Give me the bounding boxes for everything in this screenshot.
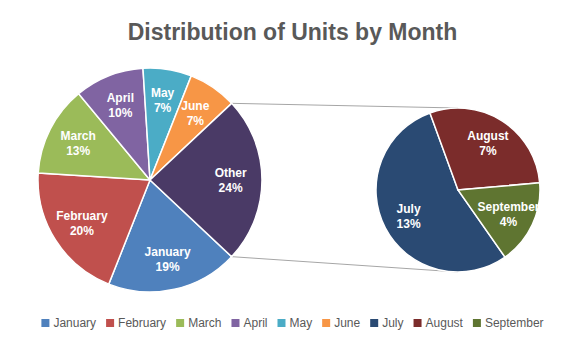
legend-swatch [414, 319, 422, 327]
data-label-value: 19% [156, 260, 180, 274]
legend-swatch [322, 319, 330, 327]
title: Distribution of Units by Month [128, 19, 458, 45]
data-label-value: 24% [219, 181, 243, 195]
pie-slice [430, 108, 540, 190]
legend-swatch [106, 319, 114, 327]
data-label-name: September [478, 200, 540, 214]
data-label: February20% [56, 209, 108, 238]
data-label-name: Other [215, 166, 247, 180]
legend-label: September [485, 316, 544, 330]
legend-label: April [243, 316, 267, 330]
legend-item: August [414, 316, 464, 330]
connector-line [232, 103, 458, 108]
legend-item: May [277, 316, 312, 330]
data-label-value: 7% [154, 101, 172, 115]
legend-swatch [473, 319, 481, 327]
legend-label: July [382, 316, 403, 330]
data-label: Other24% [215, 166, 247, 195]
data-label-name: June [181, 99, 209, 113]
data-label-value: 13% [397, 217, 421, 231]
data-label: June7% [181, 99, 209, 128]
legend-swatch [41, 319, 49, 327]
pie-slice [458, 183, 540, 257]
data-label-name: January [145, 245, 191, 259]
data-label-value: 7% [187, 114, 205, 128]
data-label-value: 20% [70, 224, 94, 238]
legend-item: January [41, 316, 96, 330]
data-label: April10% [107, 91, 134, 120]
legend-swatch [277, 319, 285, 327]
data-label: January19% [145, 245, 191, 274]
legend-item: February [106, 316, 166, 330]
legend-label: January [53, 316, 96, 330]
data-label-name: April [107, 91, 134, 105]
legend-label: March [188, 316, 221, 330]
data-label-value: 7% [479, 144, 497, 158]
data-label-value: 13% [66, 144, 90, 158]
legend-item: July [370, 316, 403, 330]
legend: January February March April May June July Augu… [41, 316, 543, 330]
data-label-value: 4% [500, 215, 518, 229]
legend-label: June [334, 316, 360, 330]
data-label-name: May [151, 86, 175, 100]
secondary-pie: July13% August7% September4% [376, 108, 540, 272]
data-label: March13% [60, 129, 95, 158]
data-label-name: August [467, 129, 508, 143]
legend-swatch [231, 319, 239, 327]
data-label: September4% [478, 200, 540, 229]
legend-swatch [370, 319, 378, 327]
legend-label: May [289, 316, 312, 330]
legend-item: April [231, 316, 267, 330]
main-pie: January19% February20% March13% April10% May… [38, 68, 262, 292]
data-label-value: 10% [108, 106, 132, 120]
legend-item: June [322, 316, 360, 330]
data-label: August7% [467, 129, 508, 158]
data-label-name: February [56, 209, 108, 223]
legend-swatch [176, 319, 184, 327]
chart: Distribution of Units by MonthJanuary19%… [0, 0, 585, 353]
background [0, 0, 585, 353]
legend-item: March [176, 316, 221, 330]
pie-slice [150, 103, 262, 256]
legend-item: September [473, 316, 544, 330]
legend-label: February [118, 316, 166, 330]
data-label: May7% [151, 86, 175, 115]
data-label-name: July [397, 202, 421, 216]
pie-slice [79, 68, 150, 180]
pie-slice [38, 173, 150, 284]
data-label-name: March [60, 129, 95, 143]
data-label: July13% [397, 202, 421, 231]
legend-label: August [426, 316, 464, 330]
